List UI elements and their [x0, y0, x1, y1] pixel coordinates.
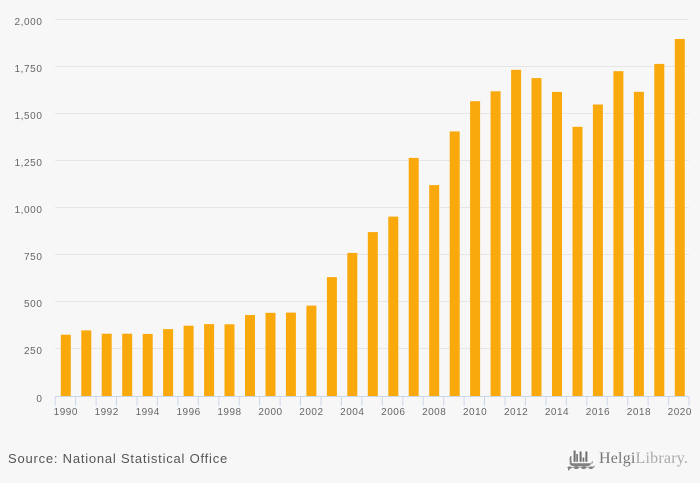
- svg-text:2010: 2010: [463, 407, 487, 418]
- svg-text:1992: 1992: [95, 407, 119, 418]
- svg-text:2018: 2018: [627, 407, 651, 418]
- svg-text:500: 500: [24, 299, 43, 310]
- svg-text:2,000: 2,000: [14, 17, 42, 28]
- svg-text:1996: 1996: [176, 407, 200, 418]
- svg-text:1990: 1990: [54, 407, 78, 418]
- svg-text:2016: 2016: [586, 407, 610, 418]
- svg-text:2006: 2006: [381, 407, 405, 418]
- svg-text:2008: 2008: [422, 407, 446, 418]
- svg-text:2014: 2014: [545, 407, 569, 418]
- svg-text:1,000: 1,000: [14, 205, 42, 216]
- svg-text:750: 750: [24, 252, 43, 263]
- svg-text:1,250: 1,250: [14, 158, 42, 169]
- svg-text:2012: 2012: [504, 407, 528, 418]
- svg-text:1998: 1998: [217, 407, 241, 418]
- svg-text:2000: 2000: [258, 407, 282, 418]
- svg-text:2020: 2020: [668, 407, 692, 418]
- svg-text:2002: 2002: [299, 407, 323, 418]
- svg-text:0: 0: [36, 394, 42, 405]
- svg-text:1,750: 1,750: [14, 64, 42, 75]
- svg-text:250: 250: [24, 346, 43, 357]
- svg-text:1,500: 1,500: [14, 111, 42, 122]
- svg-text:2004: 2004: [340, 407, 364, 418]
- svg-text:1994: 1994: [136, 407, 160, 418]
